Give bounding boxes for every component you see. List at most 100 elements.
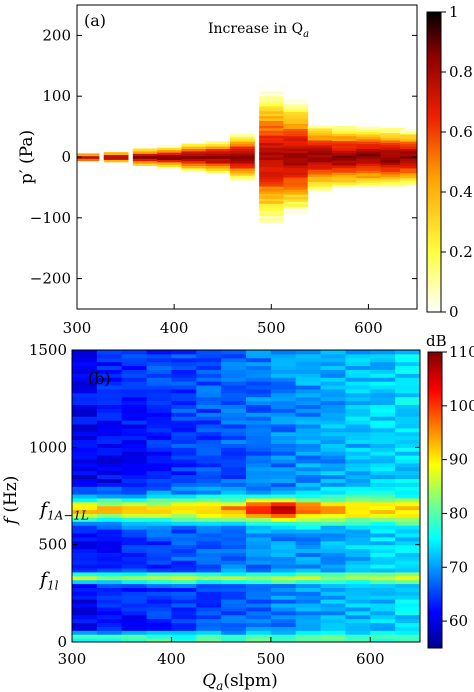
panel-b-cell	[146, 552, 172, 557]
panel-b-cell	[370, 610, 396, 616]
panel-a-cell	[181, 167, 207, 171]
panel-b-cell	[221, 478, 247, 483]
panel-b-cell	[96, 536, 123, 542]
panel-b-cell	[320, 474, 346, 479]
panel-a-cell	[380, 169, 406, 173]
panel-a-colorbar-tick-label: 0.8	[449, 63, 473, 81]
panel-a-cell	[380, 127, 406, 131]
panel-a-cell	[181, 143, 207, 147]
panel-a-cell	[259, 198, 284, 202]
panel-b-cell	[320, 603, 346, 608]
panel-b-cell	[171, 517, 197, 522]
panel-b-cell	[72, 388, 98, 394]
panel-b-cell	[270, 497, 297, 503]
panel-b-cell	[370, 540, 396, 546]
panel-b-cell	[96, 482, 123, 487]
panel-a-cell	[283, 104, 309, 108]
panel-a-cell	[307, 135, 333, 139]
panel-b-cell	[121, 381, 148, 386]
panel-a-cell	[283, 186, 309, 190]
panel-b-cell	[320, 455, 346, 460]
panel-a-cell	[400, 143, 418, 147]
panel-a-cell	[259, 203, 284, 207]
panel-b-cell	[370, 595, 396, 600]
panel-b-cell	[345, 568, 371, 573]
panel-a-cell	[132, 148, 158, 152]
panel-b-cell	[121, 610, 148, 616]
panel-a-cell	[77, 155, 100, 159]
panel-b-cell	[320, 361, 346, 367]
panel-b-cell	[320, 556, 346, 561]
panel-b-cell	[196, 536, 222, 542]
panel-b-cell	[72, 443, 98, 448]
panel-b-cell	[370, 525, 396, 530]
panel-b-cell	[72, 552, 98, 557]
panel-b-cell	[96, 595, 123, 600]
panel-b-cell	[221, 377, 247, 382]
panel-b-cell	[171, 540, 197, 546]
panel-a-colorbar-tick-label: 0.4	[449, 183, 473, 201]
panel-b-cell	[295, 630, 322, 635]
panel-b-cell	[246, 638, 272, 643]
panel-b-cell	[72, 494, 98, 499]
panel-b-cell	[370, 618, 396, 624]
panel-b-cell	[370, 490, 396, 495]
panel-b-cell	[96, 369, 123, 374]
panel-b-cell	[72, 478, 98, 483]
panel-a-cell	[230, 155, 255, 159]
panel-a-cell	[283, 179, 309, 183]
panel-b-cell	[246, 583, 272, 588]
panel-b-cell	[121, 529, 148, 534]
panel-a-cell	[332, 130, 357, 134]
panel-b-cell	[221, 521, 247, 526]
panel-b-cell	[121, 388, 148, 394]
panel-a-cell	[259, 98, 284, 102]
panel-b-cell	[196, 575, 222, 581]
panel-a-label: (a)	[84, 11, 106, 30]
panel-b-cell	[146, 396, 172, 402]
panel-b-cell	[171, 381, 197, 386]
panel-b-cell	[370, 622, 396, 627]
panel-a-cell	[332, 184, 357, 188]
panel-b-cell	[320, 373, 346, 378]
panel-a-cell	[356, 131, 382, 135]
panel-b-cell	[395, 630, 421, 635]
panel-b-cell	[295, 610, 322, 616]
panel-b-cell	[171, 501, 197, 507]
panel-a-cell	[380, 181, 406, 185]
panel-b-cell	[146, 373, 172, 378]
panel-b-cell	[121, 361, 148, 367]
panel-a-cell	[157, 166, 182, 170]
panel-b-cell	[221, 396, 247, 402]
panel-b-cell	[96, 532, 123, 538]
panel-b-cell	[96, 392, 123, 398]
panel-a-x-tick-label: 600	[354, 319, 383, 337]
panel-b-cell	[171, 606, 197, 612]
panel-b-cell	[320, 634, 346, 639]
panel-b-cell	[96, 587, 123, 592]
panel-b-cell	[370, 517, 396, 522]
panel-b-cell	[221, 560, 247, 565]
panel-b-cell	[395, 486, 421, 491]
panel-a-cell	[400, 131, 418, 135]
panel-a-cell	[259, 215, 284, 219]
panel-b-cell	[221, 365, 247, 370]
panel-b-cell	[246, 521, 272, 526]
panel-a-cell	[157, 149, 182, 153]
panel-b-cell	[370, 571, 396, 577]
panel-a-cell	[230, 141, 255, 145]
panel-b-cell	[395, 357, 421, 363]
panel-b-cell	[246, 443, 272, 448]
panel-b-cell	[395, 634, 421, 639]
panel-a-x-ticks: 300 400 500 600	[63, 304, 383, 337]
panel-b-cell	[196, 369, 222, 374]
panel-b-cell	[395, 470, 421, 476]
panel-b-cell	[395, 420, 421, 425]
panel-a-cell	[307, 188, 333, 192]
panel-b-cell	[395, 509, 421, 515]
panel-b-cell	[221, 470, 247, 476]
panel-b-cell	[246, 501, 272, 507]
panel-a-cell	[380, 154, 406, 158]
panel-b-cell	[221, 439, 247, 444]
panel-b-cell	[395, 626, 421, 631]
